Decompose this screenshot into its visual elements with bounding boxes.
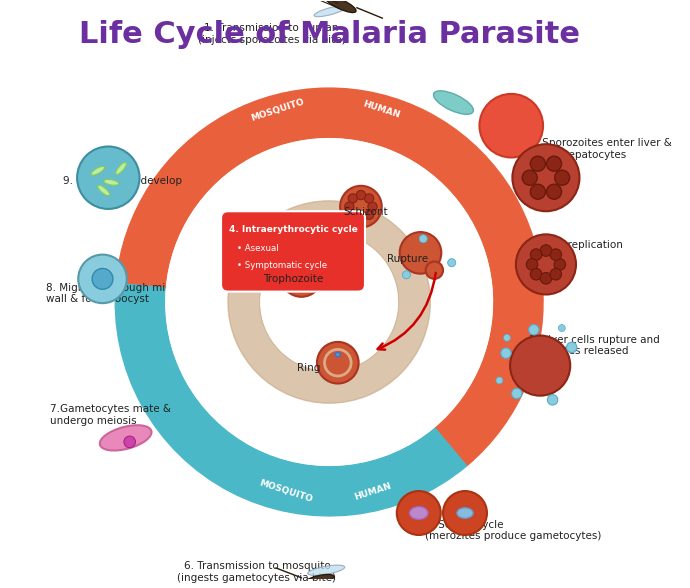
Ellipse shape <box>302 574 334 587</box>
Text: • Asexual: • Asexual <box>237 244 278 253</box>
Circle shape <box>443 491 487 535</box>
Circle shape <box>511 388 522 399</box>
Ellipse shape <box>310 582 342 588</box>
Text: 2. Sporozoites enter liver &
infect hepatocytes: 2. Sporozoites enter liver & infect hepa… <box>529 138 671 159</box>
Circle shape <box>364 194 374 203</box>
Ellipse shape <box>308 565 345 576</box>
Ellipse shape <box>116 162 126 175</box>
Circle shape <box>92 269 113 289</box>
Circle shape <box>78 255 127 303</box>
Circle shape <box>501 348 511 358</box>
Text: • Symptomatic cycle: • Symptomatic cycle <box>237 261 327 270</box>
Circle shape <box>448 259 456 267</box>
Text: HUMAN: HUMAN <box>353 481 393 502</box>
Circle shape <box>526 259 538 270</box>
Circle shape <box>531 156 545 171</box>
Circle shape <box>550 249 562 260</box>
Circle shape <box>540 272 552 284</box>
Text: MOSQUITO: MOSQUITO <box>249 97 305 123</box>
Circle shape <box>364 210 374 219</box>
Ellipse shape <box>433 91 473 114</box>
Circle shape <box>261 234 397 370</box>
Text: 8. Migrates through midgut
wall & forms oocyst: 8. Migrates through midgut wall & forms … <box>46 283 189 304</box>
Circle shape <box>554 259 566 270</box>
Circle shape <box>555 170 570 185</box>
Circle shape <box>400 232 442 273</box>
Circle shape <box>348 194 357 203</box>
Ellipse shape <box>335 353 340 357</box>
Circle shape <box>504 334 511 341</box>
Text: Life Cycle of Malaria Parasite: Life Cycle of Malaria Parasite <box>79 20 580 49</box>
Circle shape <box>546 184 562 199</box>
Circle shape <box>356 191 366 200</box>
Circle shape <box>558 325 565 332</box>
Circle shape <box>402 271 411 279</box>
Circle shape <box>345 202 354 211</box>
Circle shape <box>547 395 558 405</box>
Text: Ring: Ring <box>297 363 321 373</box>
Circle shape <box>510 336 570 396</box>
Circle shape <box>566 342 577 353</box>
Ellipse shape <box>91 166 105 175</box>
Circle shape <box>529 325 539 335</box>
Circle shape <box>124 436 135 447</box>
Wedge shape <box>116 88 543 466</box>
Circle shape <box>317 342 359 383</box>
Text: Trophozoite: Trophozoite <box>263 274 323 284</box>
Circle shape <box>397 491 441 535</box>
Circle shape <box>540 245 552 256</box>
Circle shape <box>77 146 139 209</box>
Circle shape <box>281 255 322 297</box>
Circle shape <box>480 94 543 158</box>
Ellipse shape <box>314 6 346 16</box>
Circle shape <box>546 156 562 171</box>
Text: HUMAN: HUMAN <box>362 99 401 120</box>
Wedge shape <box>228 201 431 403</box>
FancyArrowPatch shape <box>377 273 435 350</box>
Text: 7.Gametocytes mate &
undergo meiosis: 7.Gametocytes mate & undergo meiosis <box>50 404 172 426</box>
Circle shape <box>340 186 382 228</box>
Text: Mitotic replication: Mitotic replication <box>529 240 622 250</box>
Text: 1. Transmission to human
(injects sporozoites via bite): 1. Transmission to human (injects sporoz… <box>197 23 345 45</box>
Text: Rupture: Rupture <box>387 253 428 263</box>
Text: 4. Intraerythrocytic cycle: 4. Intraerythrocytic cycle <box>228 225 357 234</box>
Text: Schizont: Schizont <box>344 208 388 218</box>
Circle shape <box>531 249 542 260</box>
Circle shape <box>531 269 542 280</box>
Circle shape <box>516 235 576 295</box>
Text: MOSQUITO: MOSQUITO <box>258 479 314 505</box>
Text: 3. Liver cells rupture and
merozites released: 3. Liver cells rupture and merozites rel… <box>529 335 660 356</box>
Ellipse shape <box>296 272 306 280</box>
Ellipse shape <box>326 0 356 12</box>
Text: 9. Sporozoites develop: 9. Sporozoites develop <box>63 176 182 186</box>
Ellipse shape <box>104 179 119 185</box>
Ellipse shape <box>409 507 428 519</box>
Circle shape <box>419 235 427 243</box>
Ellipse shape <box>100 425 152 450</box>
Circle shape <box>368 202 377 211</box>
Ellipse shape <box>98 185 110 196</box>
Text: 6. Transmission to mosquito
(ingests gametocytes via bite): 6. Transmission to mosquito (ingests gam… <box>177 561 337 583</box>
Circle shape <box>166 139 492 465</box>
Circle shape <box>356 213 366 223</box>
Circle shape <box>326 350 350 375</box>
Circle shape <box>496 377 503 384</box>
Circle shape <box>531 184 545 199</box>
Circle shape <box>348 210 357 219</box>
Circle shape <box>426 262 443 279</box>
Circle shape <box>550 269 562 280</box>
Wedge shape <box>115 283 466 516</box>
Text: 5. Sexual cycle
(merozites produce gametocytes): 5. Sexual cycle (merozites produce gamet… <box>424 520 601 541</box>
Circle shape <box>513 144 580 211</box>
Circle shape <box>522 170 538 185</box>
Ellipse shape <box>457 508 473 518</box>
FancyBboxPatch shape <box>221 211 365 292</box>
